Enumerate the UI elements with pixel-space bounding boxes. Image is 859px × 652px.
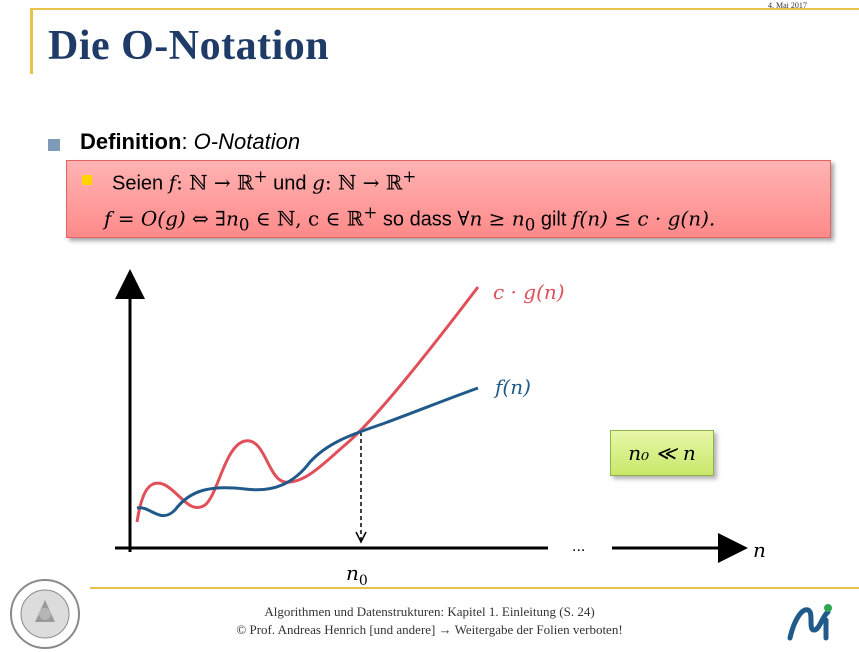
math-part3: ∀n ≥ n [457,206,525,231]
bullet-square [48,139,60,151]
slide-title: Die O-Notation [48,23,330,69]
math-g: g [312,170,325,195]
math-sup3: + [363,203,378,222]
definition-colon: : [181,129,194,154]
n0-much-less-n-text: n₀ ≪ n [628,441,696,465]
label-f-n: f(n) [493,375,531,399]
math-sup1: + [253,167,268,186]
math-sub1: 0 [524,215,536,235]
bullet-square-yellow [82,175,92,185]
label-n0-sub: 0 [359,573,368,589]
definition-box [66,160,831,238]
math-part2: ∈ ℕ, c ∈ ℝ [249,206,364,231]
definition-line-2: f = O(g) ⇔ ∃n0 ∈ ℕ, c ∈ ℝ+ so dass ∀n ≥ … [104,203,715,235]
footer-course-line: Algorithmen und Datenstrukturen: Kapitel… [264,604,595,619]
university-seal-icon [10,579,80,649]
math-map2: : ℕ → ℝ [324,170,403,195]
definition-topic: O-Notation [193,129,301,154]
math-part1: f = O(g) ⇔ ∃n [104,206,239,231]
so-dass-text: so dass [377,208,458,231]
footer-rule [90,587,859,589]
label-n: n [753,538,766,562]
label-n0: n0 [346,561,368,589]
math-map1: : ℕ → ℝ [176,170,254,195]
curve-f-n [136,386,479,518]
definition-line-1: Seien f: ℕ → ℝ+ und g: ℕ → ℝ+ [112,167,416,196]
axis-ellipsis: ... [572,538,585,555]
header-rule [30,8,859,10]
footer-copyright-line: © Prof. Andreas Henrich [und andere] → W… [236,622,623,637]
math-sup2: + [402,167,417,186]
seien-text: Seien [112,172,169,195]
label-n0-base: n [346,561,359,585]
math-part4: f(n) ≤ c · g(n). [571,206,716,231]
n0-much-less-n-box: n₀ ≪ n [610,430,714,476]
gilt-text: gilt [535,208,572,231]
math-sub0: 0 [238,215,250,235]
header-accent-bar [30,8,33,74]
und-text: und [267,172,313,195]
math-f: f [168,170,177,195]
chair-logo-icon [787,604,832,641]
label-c-g-n: c · g(n) [493,280,565,304]
curve-c-g-n [135,286,480,523]
slide-date: 4. Mai 2017 [768,1,807,10]
n0-drop-arrowhead [355,531,367,544]
definition-heading: Definition: O-Notation [80,129,300,155]
definition-label: Definition [80,129,182,154]
